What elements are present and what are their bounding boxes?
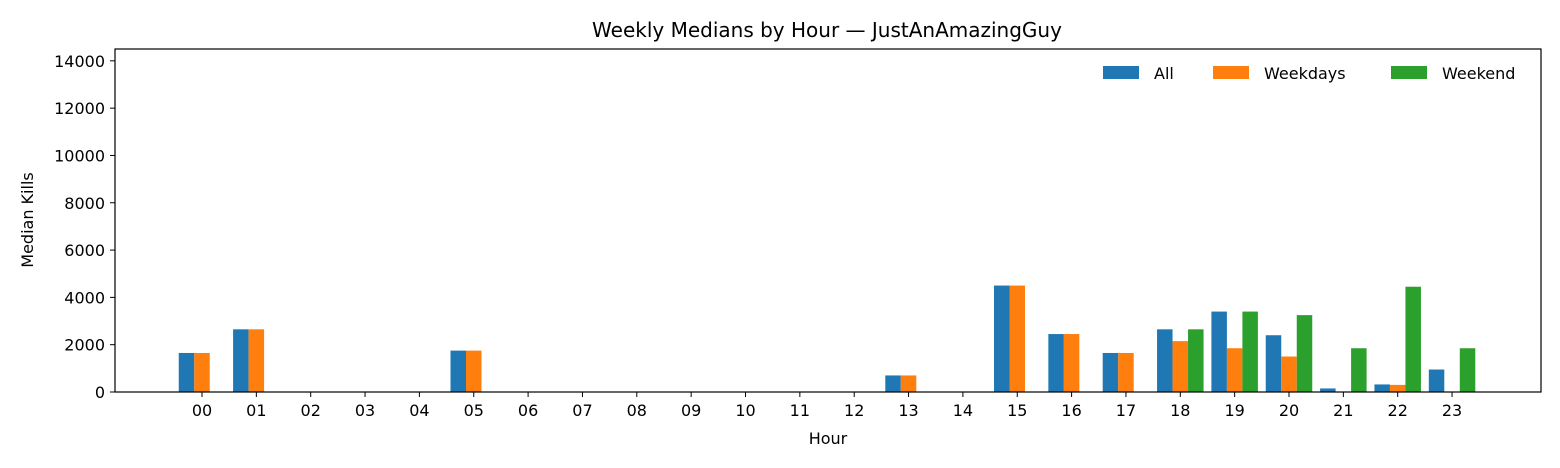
y-tick-label: 6000 [64, 241, 105, 260]
bar-weekdays-15 [1009, 285, 1025, 392]
x-tick-label: 20 [1279, 401, 1299, 420]
bar-all-17 [1102, 352, 1119, 392]
bar-weekdays-18 [1172, 341, 1189, 392]
bar-weekdays-05 [466, 350, 482, 392]
y-tick-label: 2000 [64, 336, 105, 355]
legend: All Weekdays Weekend [1103, 64, 1515, 83]
y-tick-label: 12000 [54, 99, 105, 118]
bar-weekend-23 [1459, 348, 1476, 392]
chart-title: Weekly Medians by Hour — JustAnAmazingGu… [592, 18, 1062, 42]
x-tick-label: 14 [953, 401, 973, 420]
bar-all-05 [450, 350, 466, 392]
x-tick-label: 06 [518, 401, 538, 420]
axes-layer: 0 2000 4000 6000 8000 10000 12000 14000 00 01 02 03… [54, 52, 1462, 420]
bar-all-00 [178, 352, 195, 392]
bar-all-01 [233, 329, 249, 392]
bar-all-13 [885, 375, 901, 392]
bars-layer [178, 285, 1476, 392]
x-tick-label: 10 [735, 401, 755, 420]
x-tick-label: 08 [627, 401, 647, 420]
bar-all-21 [1320, 388, 1336, 392]
x-tick-label: 18 [1170, 401, 1190, 420]
x-tick-label: 05 [464, 401, 484, 420]
y-tick-label: 0 [95, 383, 105, 402]
legend-label-all: All [1154, 64, 1174, 83]
x-tick-label: 00 [192, 401, 212, 420]
bar-all-19 [1211, 311, 1227, 392]
bar-all-23 [1428, 369, 1445, 392]
x-tick-label: 13 [898, 401, 918, 420]
plot-frame [114, 48, 1542, 393]
x-tick-label: 19 [1224, 401, 1244, 420]
bar-all-18 [1157, 329, 1173, 392]
bar-weekend-21 [1351, 348, 1367, 392]
x-tick-label: 23 [1442, 401, 1462, 420]
bar-all-20 [1265, 335, 1282, 392]
bar-all-22 [1374, 384, 1390, 392]
x-tick-label: 21 [1333, 401, 1353, 420]
bar-all-16 [1048, 334, 1064, 392]
bar-weekdays-13 [900, 375, 917, 392]
x-tick-label: 02 [301, 401, 321, 420]
bar-weekdays-16 [1063, 334, 1080, 392]
x-tick-label: 09 [681, 401, 701, 420]
x-tick-label: 16 [1061, 401, 1081, 420]
legend-label-weekdays: Weekdays [1264, 64, 1346, 83]
bar-weekend-18 [1188, 329, 1204, 392]
y-axis-label: Median Kills [18, 172, 37, 267]
bar-weekdays-01 [248, 329, 265, 392]
y-tick-label: 8000 [64, 194, 105, 213]
bar-weekdays-17 [1118, 352, 1134, 392]
y-tick-label: 4000 [64, 288, 105, 307]
x-tick-label: 07 [572, 401, 592, 420]
y-tick-label: 14000 [54, 52, 105, 71]
x-tick-label: 17 [1116, 401, 1136, 420]
x-tick-label: 22 [1388, 401, 1408, 420]
bar-weekdays-20 [1281, 356, 1297, 392]
x-tick-label: 03 [355, 401, 375, 420]
bar-weekdays-00 [194, 352, 210, 392]
x-axis-label: Hour [809, 429, 848, 448]
legend-swatch-weekend [1391, 66, 1427, 79]
legend-swatch-all [1103, 66, 1139, 79]
x-tick-label: 15 [1007, 401, 1027, 420]
bar-weekend-22 [1405, 286, 1421, 392]
x-tick-label: 11 [790, 401, 810, 420]
legend-label-weekend: Weekend [1442, 64, 1515, 83]
bar-weekdays-22 [1389, 384, 1406, 392]
bar-all-15 [994, 285, 1010, 392]
bar-weekdays-19 [1226, 348, 1243, 392]
legend-swatch-weekdays [1213, 66, 1249, 79]
y-tick-label: 10000 [54, 146, 105, 165]
bar-weekend-20 [1296, 315, 1313, 392]
x-tick-label: 04 [409, 401, 429, 420]
x-tick-label: 12 [844, 401, 864, 420]
x-tick-label: 01 [246, 401, 266, 420]
bar-weekend-19 [1242, 311, 1258, 392]
